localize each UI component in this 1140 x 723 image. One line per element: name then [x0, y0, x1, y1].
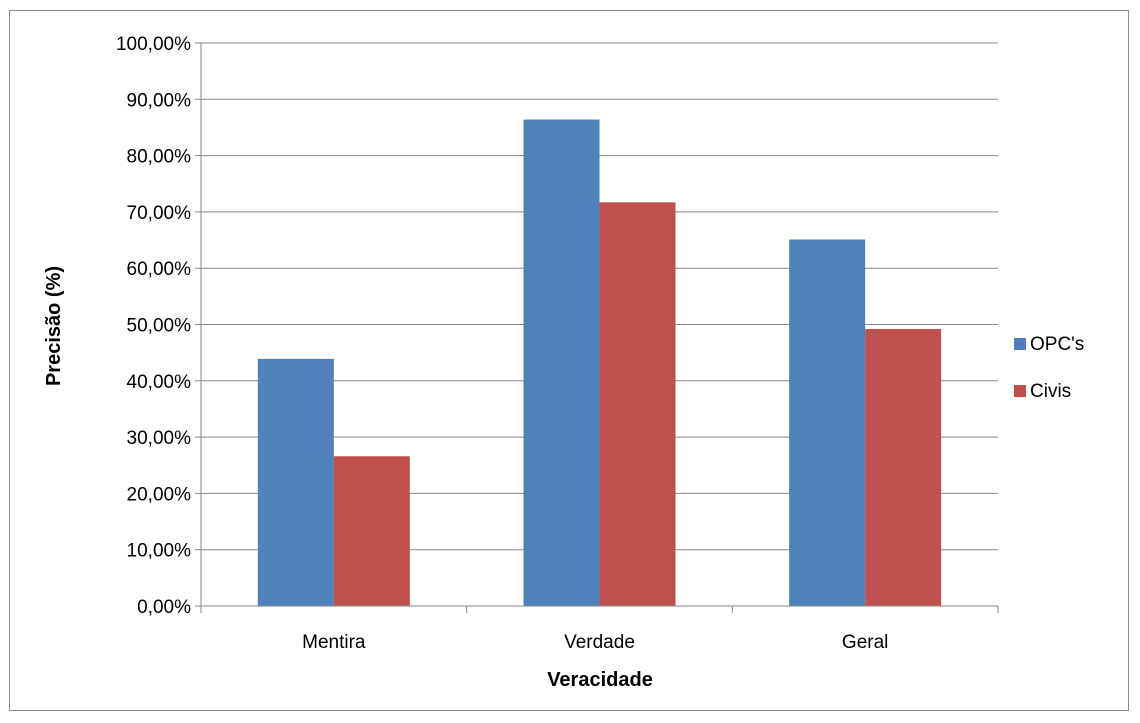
x-axis-title: Veracidade: [547, 669, 653, 691]
y-tick-label: 100,00%: [116, 34, 191, 55]
y-axis-title: Precisão (%): [43, 266, 65, 386]
legend-swatch-opcs: [1014, 338, 1026, 350]
y-tick-label: 30,00%: [127, 428, 192, 449]
y-tick-label: 40,00%: [127, 372, 192, 393]
bar-opcs-verdade: [523, 119, 600, 607]
y-tick-label: 80,00%: [127, 147, 192, 168]
bar-civis-mentira: [333, 456, 410, 606]
legend-swatch-civis: [1014, 385, 1026, 397]
y-tick-labels: 0,00% 10,00% 20,00% 30,00% 40,00% 50,00% 60,00…: [116, 34, 191, 618]
bar-opcs-mentira: [257, 358, 334, 606]
y-tick-label: 20,00%: [127, 484, 192, 505]
x-tick-label: Geral: [842, 632, 888, 653]
bar-civis-geral: [865, 329, 942, 606]
y-tick-label: 70,00%: [127, 203, 192, 224]
x-tick-labels: Mentira Verdade Geral: [302, 632, 888, 653]
axes: [195, 42, 999, 613]
legend-label-opcs: OPC's: [1030, 334, 1084, 355]
y-tick-label: 60,00%: [127, 259, 192, 280]
bar-civis-verdade: [599, 202, 676, 607]
legend: OPC's Civis: [1014, 334, 1084, 402]
y-tick-label: 50,00%: [127, 316, 192, 337]
bar-opcs-geral: [789, 239, 866, 606]
bars: [257, 119, 942, 607]
y-tick-label: 90,00%: [127, 90, 192, 111]
legend-label-civis: Civis: [1030, 381, 1071, 402]
x-tick-label: Verdade: [564, 632, 635, 653]
y-tick-label: 0,00%: [137, 597, 191, 618]
x-tick-label: Mentira: [302, 632, 366, 653]
y-tick-label: 10,00%: [127, 541, 192, 562]
